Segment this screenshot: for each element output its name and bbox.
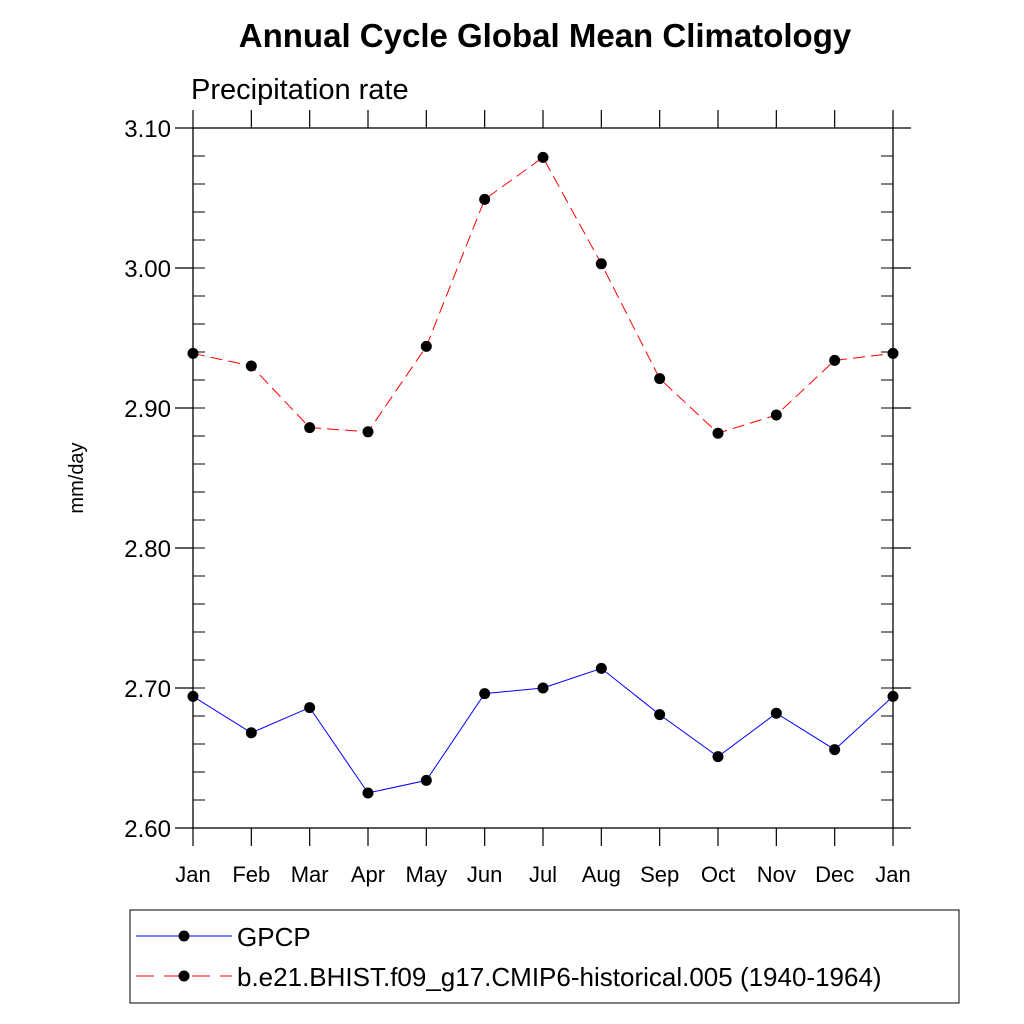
x-tick-label: Jun — [467, 862, 502, 887]
data-point — [245, 360, 257, 372]
x-tick-label: May — [406, 862, 448, 887]
data-point — [829, 744, 841, 756]
x-tick-label: Aug — [582, 862, 621, 887]
data-point — [362, 787, 374, 799]
data-point — [712, 427, 724, 439]
x-tick-label: Mar — [291, 862, 329, 887]
data-point — [420, 340, 432, 352]
legend-marker — [178, 970, 190, 982]
legend-label: GPCP — [237, 922, 311, 952]
data-point — [770, 409, 782, 421]
data-point — [829, 354, 841, 366]
y-tick-label: 2.60 — [124, 816, 171, 843]
data-point — [712, 751, 724, 763]
legend-box — [129, 909, 960, 1004]
x-tick-label: Apr — [351, 862, 385, 887]
data-point — [187, 347, 199, 359]
y-tick-label: 2.80 — [124, 536, 171, 563]
legend-marker — [178, 930, 190, 942]
data-point — [595, 662, 607, 674]
data-point — [770, 707, 782, 719]
data-point — [304, 702, 316, 714]
data-point — [887, 690, 899, 702]
y-tick-label: 3.10 — [124, 116, 171, 143]
data-point — [595, 258, 607, 270]
x-tick-label: Sep — [640, 862, 679, 887]
data-point — [479, 193, 491, 205]
data-point — [187, 690, 199, 702]
y-tick-label: 2.70 — [124, 676, 171, 703]
y-tick-label: 3.00 — [124, 256, 171, 283]
x-tick-label: Jan — [875, 862, 910, 887]
x-tick-label: Jan — [175, 862, 210, 887]
data-point — [245, 727, 257, 739]
data-point — [537, 151, 549, 163]
chart-subtitle: Precipitation rate — [191, 74, 409, 106]
y-axis-label: mm/day — [66, 442, 88, 513]
x-tick-label: Jul — [529, 862, 557, 887]
data-point — [420, 774, 432, 786]
data-point — [887, 347, 899, 359]
legend-label: b.e21.BHIST.f09_g17.CMIP6-historical.005… — [237, 962, 882, 992]
x-tick-label: Nov — [757, 862, 796, 887]
data-point — [362, 426, 374, 438]
data-point — [654, 373, 666, 385]
data-point — [479, 688, 491, 700]
x-tick-label: Dec — [815, 862, 854, 887]
data-point — [537, 682, 549, 694]
plot-frame — [192, 127, 894, 829]
series-line-1 — [192, 156, 894, 434]
data-point — [304, 422, 316, 434]
x-tick-label: Oct — [701, 862, 735, 887]
x-tick-label: Feb — [232, 862, 270, 887]
data-point — [654, 709, 666, 721]
y-tick-label: 2.90 — [124, 396, 171, 423]
chart-title: Annual Cycle Global Mean Climatology — [239, 17, 852, 54]
